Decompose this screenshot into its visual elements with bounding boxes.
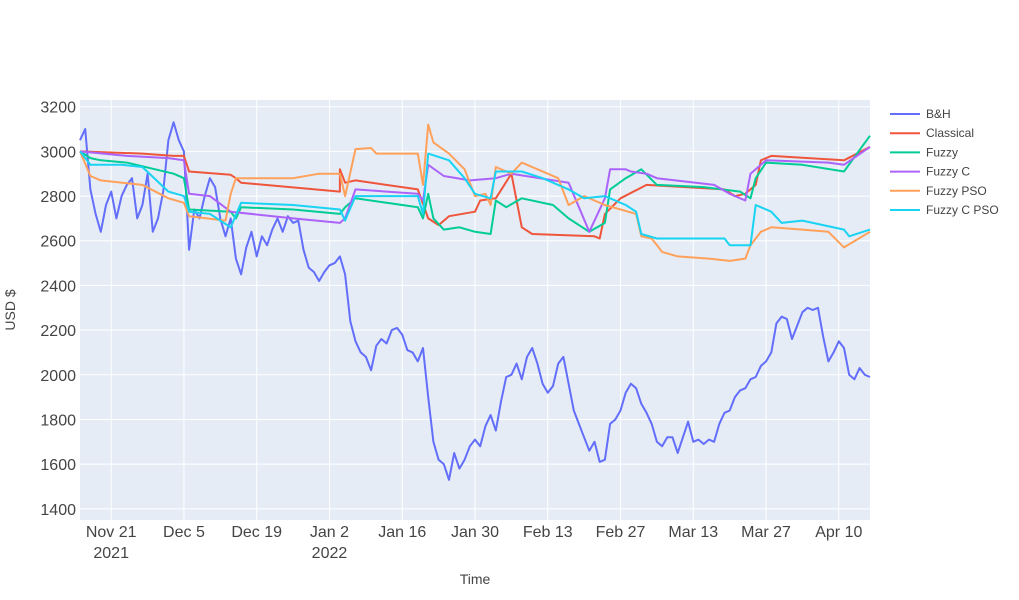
x-tick-label: Jan 16 — [378, 524, 426, 541]
x-tick-label: Nov 21 — [86, 524, 137, 541]
legend-label: Fuzzy C — [926, 165, 970, 179]
plot-lines — [79, 121, 871, 481]
x-tick-label: Feb 27 — [596, 524, 646, 541]
x-tick-year-label: 2021 — [93, 545, 129, 562]
y-tick-label: 2200 — [40, 323, 76, 340]
series-line-b-h — [79, 121, 871, 481]
legend[interactable]: B&H Classical Fuzzy Fuzzy C Fuzzy PSO Fuzzy C… — [890, 107, 999, 217]
y-tick-label: 1800 — [40, 412, 76, 429]
y-tick-label: 2000 — [40, 368, 76, 385]
legend-item-b-h[interactable]: B&H — [890, 107, 951, 121]
legend-label: B&H — [926, 107, 951, 121]
legend-item-fuzzy[interactable]: Fuzzy — [890, 145, 958, 159]
legend-item-classical[interactable]: Classical — [890, 126, 974, 140]
legend-item-fuzzy-c[interactable]: Fuzzy C — [890, 165, 970, 179]
x-tick-label: Jan 30 — [451, 524, 499, 541]
x-tick-year-label: 2022 — [312, 545, 348, 562]
y-tick-label: 1600 — [40, 457, 76, 474]
y-tick-label: 3000 — [40, 144, 76, 161]
y-axis-title: USD $ — [2, 289, 18, 330]
y-tick-label: 2800 — [40, 189, 76, 206]
legend-label: Fuzzy PSO — [926, 184, 987, 198]
x-tick-label: Jan 2 — [310, 524, 349, 541]
x-tick-label: Dec 5 — [163, 524, 205, 541]
x-tick-label: Mar 27 — [741, 524, 791, 541]
x-axis-title: Time — [460, 571, 491, 587]
x-tick-label: Feb 13 — [523, 524, 573, 541]
legend-label: Fuzzy C PSO — [926, 203, 999, 217]
y-tick-label: 1400 — [40, 502, 76, 519]
y-axis-ticks: 1400 1600 1800 2000 2200 2400 2600 2800 3000 3200 — [40, 100, 76, 519]
series-line-fuzzy-c — [79, 146, 871, 233]
legend-item-fuzzy-pso[interactable]: Fuzzy PSO — [890, 184, 987, 198]
legend-item-fuzzy-c-pso[interactable]: Fuzzy C PSO — [890, 203, 999, 217]
y-tick-label: 3200 — [40, 100, 76, 117]
y-tick-label: 2600 — [40, 234, 76, 251]
x-tick-label: Dec 19 — [231, 524, 282, 541]
series-line-fuzzy — [79, 135, 871, 235]
legend-label: Classical — [926, 126, 974, 140]
x-axis-ticks: Nov 21 2021 Dec 5 Dec 19 Jan 2 2022 Jan 16 Jan … — [86, 524, 863, 562]
series-line-fuzzy-c-pso — [79, 150, 871, 247]
legend-label: Fuzzy — [926, 145, 958, 159]
y-tick-label: 2400 — [40, 278, 76, 295]
x-tick-label: Apr 10 — [815, 524, 862, 541]
gridlines — [80, 100, 870, 520]
x-tick-label: Mar 13 — [668, 524, 718, 541]
